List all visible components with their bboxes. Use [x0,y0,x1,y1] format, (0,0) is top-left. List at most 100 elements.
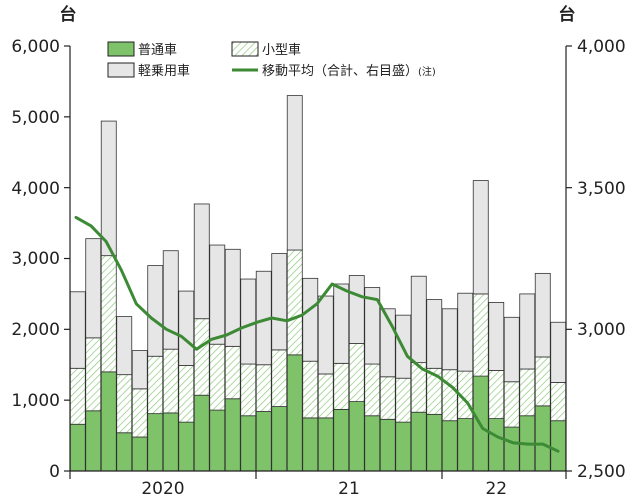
bar-futsu-24 [441,420,458,472]
bar-futsu-11 [240,415,257,472]
bar-kei-17 [333,283,350,364]
bar-kogata-2 [100,255,117,373]
bar-futsu-9 [209,409,226,472]
bar-kogata-12 [255,364,272,412]
bar-futsu-4 [131,436,148,472]
bar-futsu-10 [224,398,241,472]
bar-kogata-11 [240,363,257,417]
bar-kei-22 [410,275,427,364]
bar-kei-14 [286,95,303,251]
legend-label-kei: 軽乗用車 [138,64,190,79]
left-tick-1: 1,000 [11,391,60,411]
left-tick-2: 2,000 [11,320,60,340]
right-axis-unit: 台 [559,4,576,25]
x-year-label-0: 2020 [141,479,184,499]
bar-kogata-24 [441,369,458,422]
bar-kogata-18 [348,343,365,402]
right-tick-0: 2,500 [577,462,626,482]
bar-kogata-13 [271,349,288,407]
bar-futsu-30 [534,405,551,472]
bar-kogata-9 [209,343,226,411]
legend-label-futsu: 普通車 [138,43,177,58]
bar-kei-18 [348,275,365,344]
bar-kogata-16 [317,373,334,419]
bar-kei-16 [317,295,334,375]
bar-kei-3 [116,316,133,376]
x-axis-labels: 2020 21 22 [141,479,507,499]
bar-kogata-17 [333,362,350,410]
bar-futsu-5 [147,413,164,472]
bar-futsu-15 [302,417,319,472]
bar-futsu-16 [317,417,334,472]
bar-futsu-27 [488,418,505,472]
right-axis-ticks: 2,500 3,000 3,500 4,000 [577,37,626,482]
legend-label-moving-average: 移動平均（合計、右目盛）(注) [262,63,436,79]
bar-kei-31 [550,321,567,383]
bar-kei-8 [193,203,210,320]
right-tick-3: 4,000 [577,37,626,57]
legend-moving-average-name: 移動平均（合計、右目盛） [262,63,418,79]
legend-moving-average-note: (注) [418,65,436,78]
bar-kogata-26 [472,293,489,377]
legend-label-kogata: 小型車 [262,43,301,58]
x-year-label-2: 22 [485,479,507,499]
bar-futsu-21 [395,421,412,472]
left-tick-0: 0 [49,462,60,482]
bar-kei-28 [503,316,520,383]
bar-kei-0 [69,291,86,369]
bar-kei-27 [488,302,505,371]
bar-kei-26 [472,180,489,295]
bar-kogata-30 [534,356,551,407]
bar-kei-11 [240,278,257,365]
bar-futsu-7 [178,421,195,472]
bar-kei-6 [162,250,179,350]
tick-marks [64,45,572,479]
bar-futsu-8 [193,394,210,472]
bar-kei-15 [302,277,319,362]
left-axis-ticks: 0 1,000 2,000 3,000 4,000 5,000 6,000 [11,37,60,482]
bar-kei-30 [534,272,551,358]
bar-kogata-5 [147,355,164,415]
bar-kei-19 [364,287,381,365]
bar-kei-2 [100,120,117,257]
bar-futsu-1 [85,410,102,472]
bar-futsu-6 [162,412,179,472]
bar-futsu-17 [333,408,350,472]
bar-futsu-18 [348,401,365,472]
bar-kogata-20 [379,376,396,420]
left-axis-unit: 台 [60,4,77,25]
right-tick-1: 3,000 [577,320,626,340]
bar-kogata-3 [116,374,133,434]
legend-swatch-futsu [107,41,135,57]
moving-average-line [74,215,560,453]
bar-kogata-29 [519,368,536,417]
bar-futsu-12 [255,411,272,472]
bar-futsu-28 [503,426,520,472]
bar-futsu-0 [69,423,86,472]
bar-kei-1 [85,238,102,339]
bar-futsu-2 [100,371,117,472]
bar-kogata-15 [302,360,319,419]
bar-kei-23 [426,299,443,369]
bar-futsu-31 [550,420,567,472]
bar-kogata-10 [224,345,241,400]
bar-futsu-14 [286,354,303,472]
bar-futsu-22 [410,411,427,472]
bar-futsu-23 [426,413,443,472]
bar-kogata-4 [131,388,148,438]
left-tick-3: 3,000 [11,249,60,269]
bar-kei-7 [178,290,195,366]
bar-futsu-13 [271,406,288,472]
bar-kei-13 [271,253,288,351]
bar-kogata-14 [286,249,303,356]
bar-kei-9 [209,244,226,345]
bars [69,95,567,472]
bar-kei-10 [224,248,241,347]
right-tick-2: 3,500 [577,179,626,199]
bar-kei-24 [441,308,458,371]
bar-kogata-27 [488,370,505,419]
left-tick-5: 5,000 [11,108,60,128]
bar-futsu-19 [364,415,381,472]
bar-kei-4 [131,350,148,390]
